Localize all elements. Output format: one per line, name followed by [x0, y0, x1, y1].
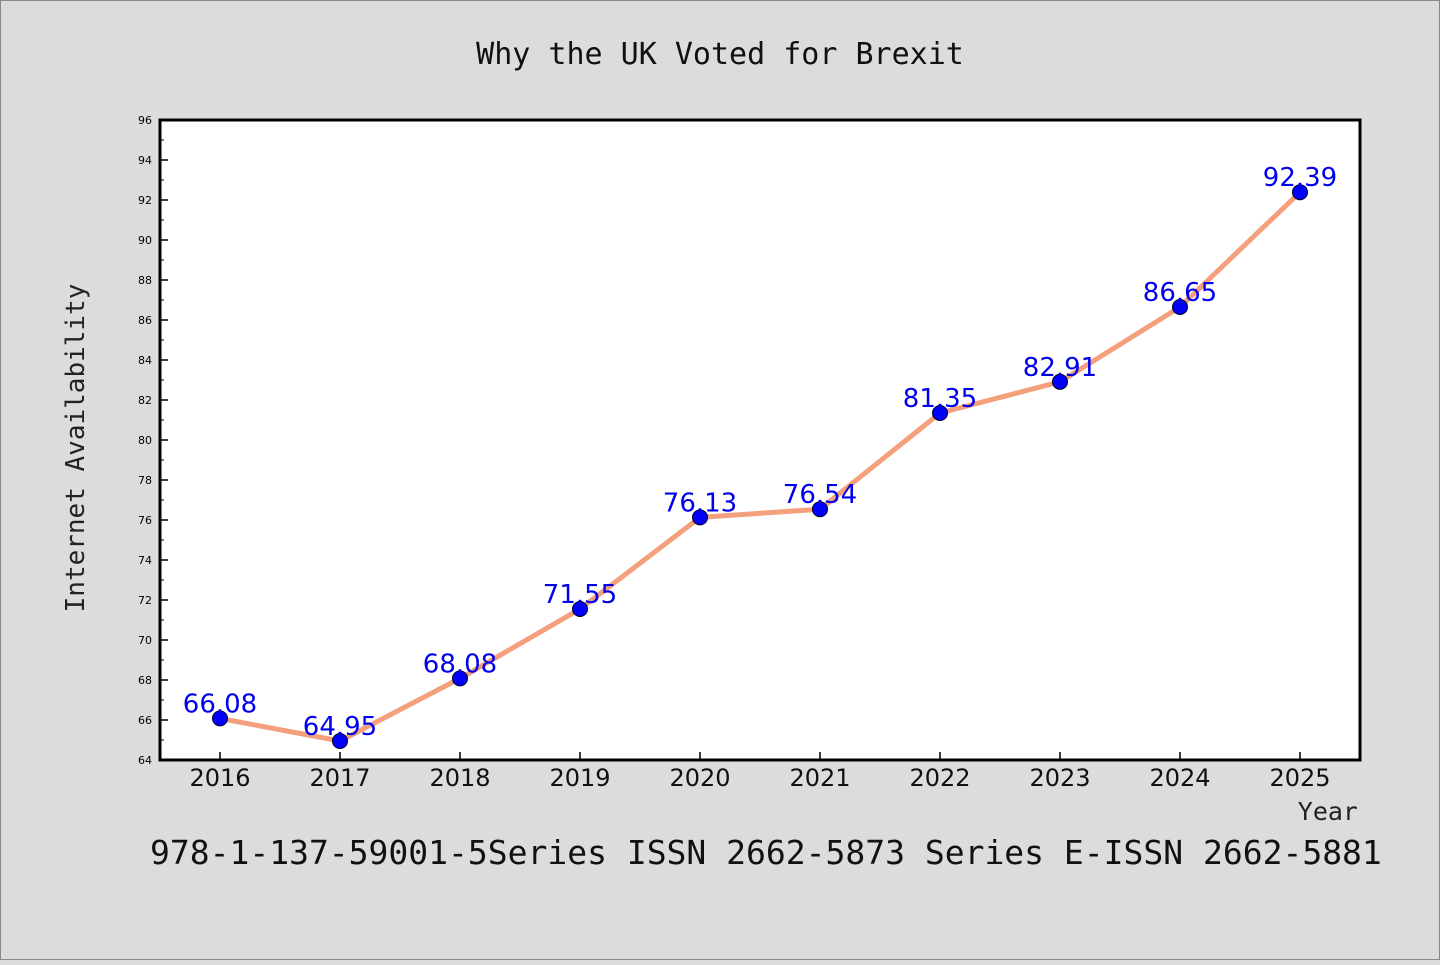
x-tick-label: 2016: [189, 764, 250, 792]
y-tick-label: 90: [138, 234, 152, 247]
y-tick-label: 84: [138, 354, 152, 367]
data-label: 68.08: [423, 649, 497, 679]
y-tick-label: 86: [138, 314, 152, 327]
y-tick-label: 64: [138, 754, 152, 767]
data-label: 92.39: [1263, 163, 1337, 193]
y-tick-label: 72: [138, 594, 152, 607]
data-label: 71.55: [543, 580, 617, 610]
data-point-marker: [1292, 184, 1308, 201]
y-tick-label: 68: [138, 674, 152, 687]
data-label: 76.13: [663, 488, 737, 518]
series-markers: [212, 184, 1308, 749]
data-point-marker: [332, 733, 348, 749]
data-label: 76.54: [783, 480, 857, 510]
y-tick-label: 80: [138, 434, 152, 447]
data-label: 86.65: [1143, 278, 1217, 308]
chart-title: Why the UK Voted for Brexit: [476, 37, 964, 72]
data-point-marker: [692, 509, 708, 526]
x-tick-label: 2020: [669, 764, 730, 792]
y-tick-label: 92: [138, 194, 152, 207]
x-tick-label: 2025: [1269, 764, 1330, 792]
data-point-marker: [1052, 373, 1068, 390]
x-tick-label: 2024: [1149, 764, 1210, 792]
y-tick-label: 88: [138, 274, 152, 287]
data-point-marker: [212, 710, 228, 727]
y-tick-label: 66: [138, 714, 152, 727]
y-tick-label: 70: [138, 634, 152, 647]
data-point-marker: [932, 405, 948, 421]
x-tick-label: 2022: [909, 764, 970, 792]
data-point-marker: [572, 601, 588, 617]
y-tick-label: 96: [138, 114, 152, 127]
footer-caption: 978-1-137-59001-5Series ISSN 2662-5873 S…: [150, 833, 1382, 872]
x-tick-label: 2023: [1029, 764, 1090, 792]
x-tick-label: 2017: [309, 764, 370, 792]
x-tick-label: 2021: [789, 764, 850, 792]
data-labels: 66.08 64.95 68.08 71.55 76.13 76.54 81.35 82.91…: [183, 163, 1337, 742]
series-line: [217, 189, 1303, 744]
x-axis-label: Year: [1298, 797, 1358, 826]
y-tick-label: 76: [138, 514, 152, 527]
x-tick-label: 2018: [429, 764, 490, 792]
data-point-marker: [1172, 299, 1188, 315]
data-label: 82.91: [1023, 353, 1097, 383]
y-tick-label: 78: [138, 474, 152, 487]
data-label: 64.95: [303, 712, 377, 742]
series-line-group: [217, 189, 1303, 744]
data-point-marker: [452, 670, 468, 687]
y-axis-label: Internet Availability: [61, 284, 91, 613]
y-tick-label: 74: [138, 554, 152, 567]
data-label: 66.08: [183, 689, 257, 719]
plot-area: [158, 118, 1362, 762]
y-tick-label: 94: [138, 154, 152, 167]
x-tick-label: 2019: [549, 764, 610, 792]
y-axis: 64 66 68 70 72 74 76 78 80 82 84 86 88 90 92 94 96: [138, 114, 168, 767]
data-label: 81.35: [903, 384, 977, 414]
x-axis: 2016 2017 2018 2019 2020 2021 2022 2023 2024 2025: [189, 752, 1331, 792]
data-point-marker: [812, 501, 828, 518]
y-tick-label: 82: [138, 394, 152, 407]
